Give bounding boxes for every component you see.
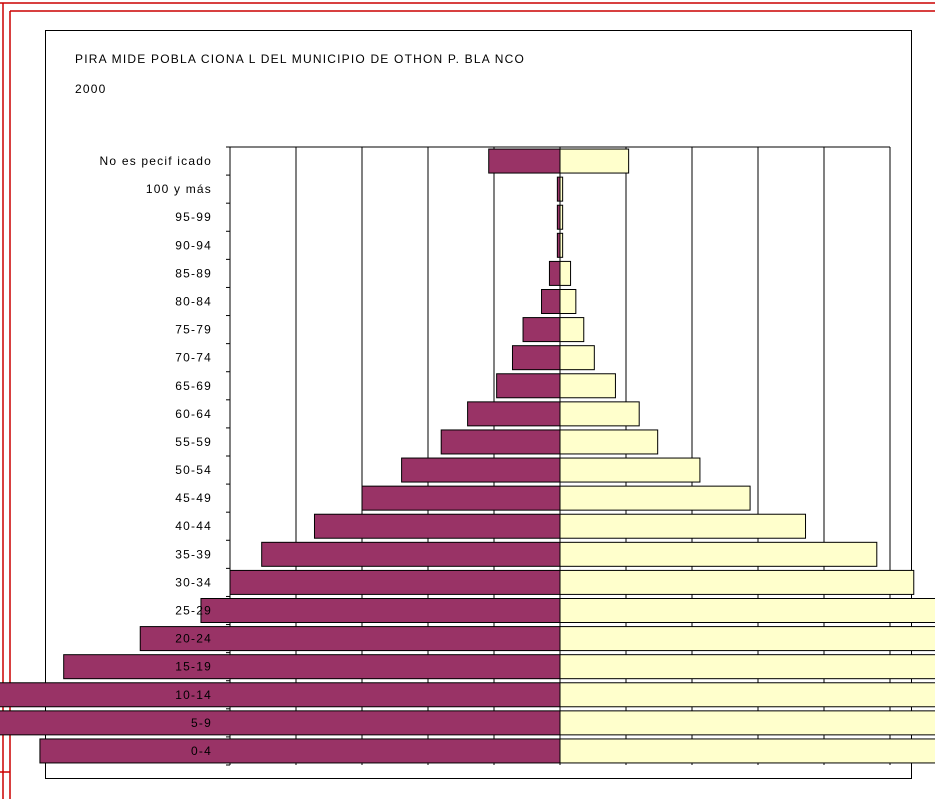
category-label: 40-44	[175, 519, 212, 533]
bar-left-21	[39, 738, 561, 764]
bar-right-5	[559, 289, 577, 314]
bar-right-13	[559, 513, 807, 539]
bar-left-19	[0, 682, 561, 708]
chart-subtitle: 2000	[75, 82, 107, 96]
bar-right-18	[559, 654, 935, 680]
bar-right-16	[559, 598, 935, 623]
bar-left-6	[522, 317, 561, 343]
bar-right-20	[559, 710, 935, 736]
category-label: 5-9	[191, 716, 212, 730]
bar-right-4	[559, 260, 572, 286]
category-label: 85-89	[175, 266, 212, 280]
bar-left-10	[440, 429, 561, 455]
category-label: 50-54	[175, 463, 212, 477]
category-label: 15-19	[175, 660, 212, 674]
bar-right-10	[559, 429, 659, 455]
bar-left-16	[200, 598, 561, 623]
bar-right-0	[559, 148, 630, 174]
category-label: 60-64	[175, 407, 212, 421]
bar-left-15	[229, 569, 561, 595]
bar-right-19	[559, 682, 935, 708]
bar-right-8	[559, 373, 616, 399]
category-label: 100 y más	[146, 182, 212, 196]
category-label: 20-24	[175, 632, 212, 646]
bar-right-7	[559, 345, 595, 371]
bar-right-11	[559, 457, 701, 483]
bar-left-18	[63, 654, 561, 680]
category-label: 95-99	[175, 210, 212, 224]
bar-left-20	[0, 710, 561, 736]
bar-right-12	[559, 485, 751, 511]
category-label: 80-84	[175, 295, 212, 309]
bar-right-6	[559, 317, 585, 343]
bar-right-21	[559, 738, 935, 764]
category-label: 75-79	[175, 323, 212, 337]
category-label: No es pecif icado	[100, 154, 212, 168]
bar-left-17	[139, 626, 561, 652]
category-label: 35-39	[175, 547, 212, 561]
category-label: 45-49	[175, 491, 212, 505]
bar-left-7	[511, 345, 561, 371]
category-label: 65-69	[175, 379, 212, 393]
category-label: 25-29	[175, 604, 212, 618]
category-label: 10-14	[175, 688, 212, 702]
bar-right-9	[559, 401, 640, 427]
category-label: 55-59	[175, 435, 212, 449]
bar-right-15	[559, 569, 915, 595]
category-label: 0-4	[191, 744, 212, 758]
category-label: 70-74	[175, 351, 212, 365]
bar-left-14	[261, 541, 561, 567]
bar-right-14	[559, 541, 878, 567]
category-label: 90-94	[175, 238, 212, 252]
bar-left-11	[401, 457, 561, 483]
bar-left-13	[313, 513, 561, 539]
bar-left-5	[541, 289, 561, 314]
bar-right-17	[559, 626, 935, 652]
bar-left-8	[496, 373, 561, 399]
category-label: 30-34	[175, 575, 212, 589]
chart-title: PIRA MIDE POBLA CIONA L DEL MUNICIPIO DE…	[75, 52, 526, 66]
bar-left-9	[467, 401, 561, 427]
bar-left-0	[488, 148, 561, 174]
bar-left-4	[548, 260, 561, 286]
bar-left-12	[361, 485, 561, 511]
